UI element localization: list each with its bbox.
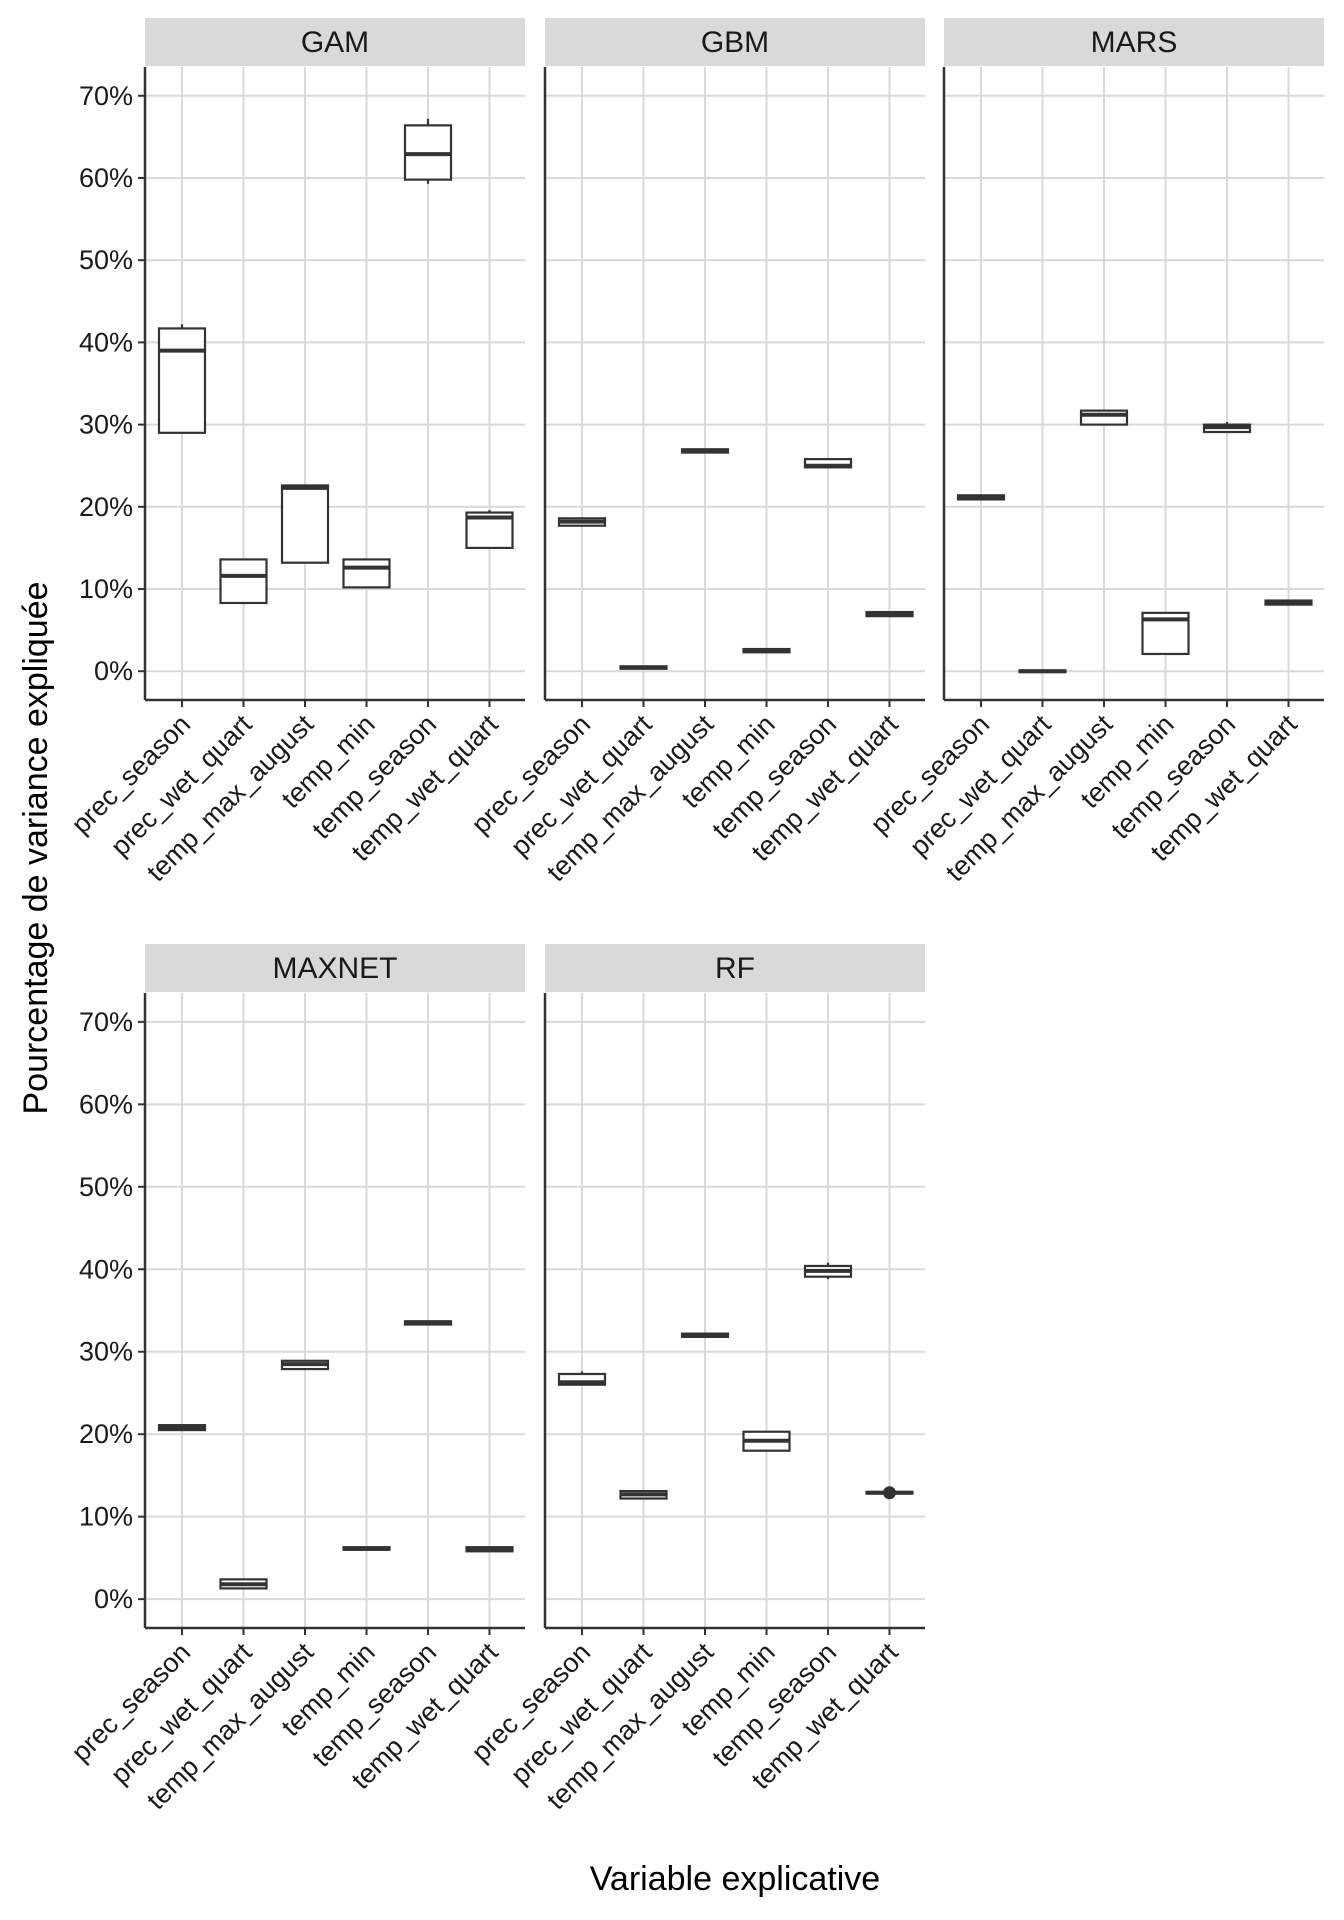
box-rf-prec-wet-quart [619,1490,668,1500]
box-mars-temp-min [1141,611,1190,656]
y-tick-label: 60% [79,1089,133,1119]
box-rf-prec-season [557,1371,607,1386]
panels-layer: GAM0%10%20%30%40%50%60%70%prec_seasonpre… [66,18,1324,1815]
y-tick-label: 70% [79,1007,133,1037]
outlier-point [883,1486,896,1500]
y-axis-title: Pourcentage de variance expliquée [17,581,55,1114]
y-tick-label: 0% [94,1584,133,1614]
panel-gbm: GBMprec_seasonprec_wet_quarttemp_max_aug… [466,18,925,887]
panel-rf: RFprec_seasonprec_wet_quarttemp_max_augu… [466,944,925,1815]
box-maxnet-temp-min [342,1546,391,1551]
y-tick-label: 60% [79,163,133,193]
panel-gam: GAM0%10%20%30%40%50%60%70%prec_seasonpre… [66,18,525,887]
box-iqr [219,558,268,605]
box-maxnet-temp-max-august [280,1359,330,1371]
y-tick-label: 70% [79,81,133,111]
box-gbm-prec-season [557,517,607,527]
box-gbm-temp-wet-quart [865,610,914,618]
box-gam-temp-wet-quart [465,510,514,550]
panel-strip [944,18,1324,66]
box-rf-temp-wet-quart [865,1486,914,1500]
x-axis-title: Variable explicative [590,1860,880,1898]
box-gam-temp-season [403,118,453,184]
y-tick-label: 30% [79,1337,133,1367]
box-gbm-temp-season [803,458,853,469]
panel-mars: MARSprec_seasonprec_wet_quarttemp_max_au… [865,18,1324,887]
box-iqr [557,1372,607,1386]
y-tick-label: 20% [79,1419,133,1449]
y-tick-label: 20% [79,492,133,522]
box-mars-temp-season [1202,422,1252,434]
y-tick-label: 30% [79,410,133,440]
box-rf-temp-max-august [680,1332,730,1338]
box-mars-temp-max-august [1079,409,1129,426]
box-maxnet-temp-season [403,1320,453,1326]
box-gbm-temp-min [742,647,791,654]
y-tick-label: 50% [79,245,133,275]
y-tick-label: 50% [79,1172,133,1202]
box-gam-prec-wet-quart [219,558,268,605]
box-iqr [342,558,391,589]
panel-strip [545,18,925,66]
y-tick-label: 0% [94,656,133,686]
box-iqr [157,327,207,434]
panel-title: RF [715,952,755,985]
panel-maxnet: MAXNET0%10%20%30%40%50%60%70%prec_season… [66,944,525,1815]
panel-strip [145,18,525,66]
y-tick-label: 40% [79,327,133,357]
box-rf-temp-min [742,1430,791,1452]
box-gam-temp-min [342,558,391,589]
box-maxnet-prec-wet-quart [219,1578,268,1590]
panel-title: MARS [1091,26,1178,59]
box-mars-prec-season [956,494,1006,501]
box-mars-temp-wet-quart [1264,599,1313,606]
box-iqr [280,484,330,564]
box-iqr [1079,409,1129,426]
panel-title: GAM [301,26,369,59]
box-gam-prec-season [157,324,207,434]
box-gbm-prec-wet-quart [619,665,668,670]
y-tick-label: 40% [79,1254,133,1284]
box-mars-prec-wet-quart [1018,669,1067,674]
box-gam-temp-max-august [280,484,330,564]
y-tick-label: 10% [79,1502,133,1532]
box-gbm-temp-max-august [680,448,730,454]
panel-strip [545,944,925,992]
box-maxnet-temp-wet-quart [465,1546,514,1553]
box-maxnet-prec-season [157,1424,207,1432]
panel-strip [145,944,525,992]
panel-title: MAXNET [272,952,397,985]
box-rf-temp-season [803,1262,853,1280]
y-tick-label: 10% [79,574,133,604]
panel-title: GBM [701,26,769,59]
